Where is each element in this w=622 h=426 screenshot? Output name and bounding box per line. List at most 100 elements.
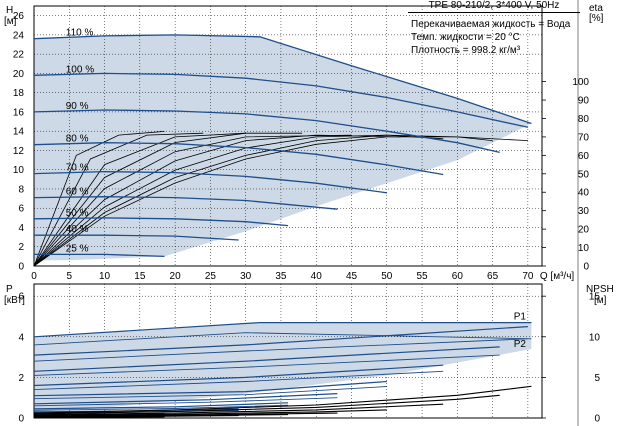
p1-curve <box>33 326 528 356</box>
flow-x-tick: 70 <box>522 271 534 282</box>
power-axis-label: P <box>6 284 13 295</box>
flow-x-tick: 20 <box>170 271 182 282</box>
power-operating-area <box>34 322 532 412</box>
speed-curve <box>33 109 500 154</box>
npsh-y-tick: 0 <box>594 414 600 425</box>
eta-y-tick: 60 <box>578 151 590 162</box>
p2-curve <box>33 332 532 346</box>
p2-curve <box>33 404 289 411</box>
power-y-tick: 6 <box>18 292 24 303</box>
efficiency-curve <box>33 132 246 267</box>
head-y-tick: 16 <box>13 107 25 118</box>
npsh-y-tick: 15 <box>589 292 601 303</box>
head-y-tick: 2 <box>18 242 24 253</box>
temperature-label: Темп. жидкости = 20 °C <box>411 32 520 43</box>
flow-x-tick: 5 <box>66 271 72 282</box>
head-y-tick: 18 <box>13 88 25 99</box>
speed-curve-label: 100 % <box>66 64 94 75</box>
flow-x-tick: 25 <box>205 271 217 282</box>
head-y-tick: 26 <box>13 11 25 22</box>
head-plot-frame <box>33 5 543 267</box>
power-y-tick: 4 <box>18 332 24 343</box>
power-y-tick: 0 <box>18 414 24 425</box>
speed-curve-label: 60 % <box>66 187 89 198</box>
flow-x-tick: 65 <box>487 271 499 282</box>
eta-y-tick: 0 <box>583 262 589 273</box>
speed-curve-label: 40 % <box>66 224 89 235</box>
flow-x-tick: 55 <box>416 271 428 282</box>
eta-y-tick: 20 <box>578 225 590 236</box>
p2-curve <box>33 354 500 376</box>
liquid-info: Перекачиваемая жидкость = Вода Темп. жид… <box>411 18 570 57</box>
density-label: Плотность = 998.2 кг/м³ <box>411 45 521 56</box>
p1-curve <box>33 402 289 410</box>
power-y-tick: 2 <box>18 373 24 384</box>
flow-x-tick: 40 <box>311 271 323 282</box>
flow-x-tick: 30 <box>240 271 252 282</box>
efficiency-curve <box>33 134 493 267</box>
head-y-tick: 22 <box>13 50 25 61</box>
p2-curve <box>33 386 387 400</box>
power-plot-frame <box>33 283 543 419</box>
flow-x-tick: 60 <box>452 271 464 282</box>
eta-y-tick: 90 <box>578 96 590 107</box>
npsh-curve <box>33 403 444 416</box>
eta-axis-label: eta <box>589 3 603 14</box>
flow-x-tick: 35 <box>275 271 287 282</box>
head-axis-unit: [м] <box>4 16 17 27</box>
head-y-tick: 8 <box>18 184 24 195</box>
speed-curve <box>33 34 532 125</box>
p1-curve <box>33 322 532 338</box>
head-y-tick: 0 <box>18 262 24 273</box>
flow-x-tick: 0 <box>31 271 37 282</box>
speed-curve <box>33 196 338 210</box>
efficiency-curve <box>33 132 303 267</box>
npsh-axis-unit: [м] <box>594 295 607 306</box>
flow-x-tick: 45 <box>346 271 358 282</box>
npsh-curve <box>33 409 387 417</box>
npsh-axis-label: NPSH <box>586 284 614 295</box>
speed-curve-label: 110 % <box>66 28 94 39</box>
eta-y-tick: 10 <box>578 243 590 254</box>
eta-y-tick: 80 <box>578 114 590 125</box>
efficiency-curve <box>33 132 204 267</box>
p1-curve <box>33 346 500 372</box>
liquid-label: Перекачиваемая жидкость = Вода <box>411 19 571 30</box>
eta-y-tick: 50 <box>578 169 590 180</box>
head-y-tick: 20 <box>13 69 25 80</box>
flow-x-tick: 15 <box>134 271 146 282</box>
p2-curve <box>33 370 444 391</box>
p2-curve <box>33 338 528 362</box>
speed-curve-label: 90 % <box>66 101 89 112</box>
speed-curve <box>34 253 165 258</box>
head-y-tick: 24 <box>13 30 25 41</box>
npsh-curve <box>33 394 500 415</box>
npsh-y-tick: 5 <box>594 373 600 384</box>
npsh-y-tick: 10 <box>589 332 601 343</box>
p1-curve <box>33 380 387 397</box>
efficiency-curve <box>33 134 352 267</box>
speed-curve <box>34 234 239 241</box>
head-y-tick: 14 <box>13 127 25 138</box>
efficiency-curve <box>33 131 165 267</box>
speed-curve-label: 25 % <box>66 243 89 254</box>
speed-curve <box>33 72 529 128</box>
eta-y-tick: 100 <box>572 77 589 88</box>
eta-y-tick: 30 <box>578 206 590 217</box>
p1-curve <box>33 364 444 387</box>
speed-curve <box>33 142 444 176</box>
head-y-tick: 12 <box>13 146 25 157</box>
eta-y-tick: 40 <box>578 188 590 199</box>
head-axis-label: H <box>6 5 13 16</box>
speed-curve <box>33 217 289 227</box>
speed-curve-label: 50 % <box>66 208 89 219</box>
flow-x-tick: 10 <box>99 271 111 282</box>
flow-x-tick: 50 <box>381 271 393 282</box>
head-y-tick: 10 <box>13 165 25 176</box>
speed-curve-label: 80 % <box>66 134 89 145</box>
power-axis-unit: [кВт] <box>4 295 25 306</box>
p1-curve <box>33 393 338 405</box>
p1-label: P1 <box>514 312 527 323</box>
